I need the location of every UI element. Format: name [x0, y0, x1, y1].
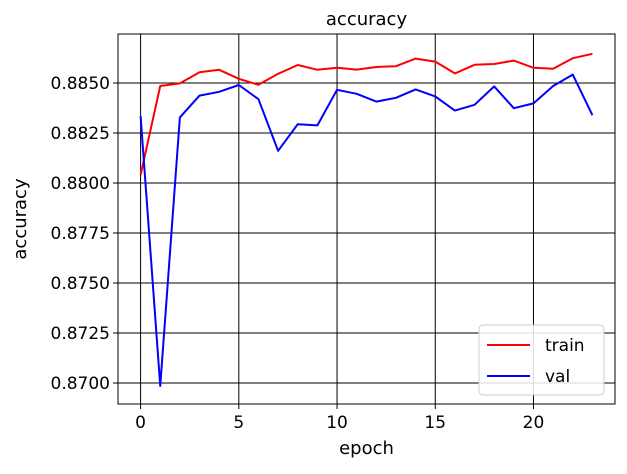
x-tick-label: 0 — [135, 413, 146, 433]
y-tick-label: 0.8850 — [51, 74, 110, 94]
x-ticks: 0 5 10 15 20 — [135, 404, 544, 433]
x-axis-label: epoch — [339, 438, 394, 459]
y-tick-label: 0.8825 — [51, 124, 110, 144]
grid-lines — [118, 34, 615, 404]
x-tick-label: 15 — [424, 413, 446, 433]
x-tick-label: 5 — [233, 413, 244, 433]
x-tick-label: 20 — [523, 413, 545, 433]
legend-label-train: train — [545, 336, 585, 356]
y-tick-label: 0.8775 — [51, 224, 110, 244]
y-axis-label: accuracy — [10, 178, 31, 260]
y-tick-label: 0.8750 — [51, 274, 110, 294]
series-line-train — [139, 52, 593, 176]
series-lines — [139, 52, 594, 387]
y-ticks: 0.8700 0.8725 0.8750 0.8775 0.8800 0.8825 0.88… — [51, 74, 118, 394]
y-tick-label: 0.8800 — [51, 174, 110, 194]
legend-label-val: val — [545, 367, 570, 387]
y-tick-label: 0.8700 — [51, 374, 110, 394]
plot-frame — [117, 33, 616, 405]
series-line-val — [139, 73, 594, 387]
y-tick-label: 0.8725 — [51, 324, 110, 344]
x-tick-label: 10 — [326, 413, 348, 433]
legend-box — [478, 324, 605, 396]
chart-title: accuracy — [326, 9, 408, 30]
legend: train val — [478, 324, 605, 396]
